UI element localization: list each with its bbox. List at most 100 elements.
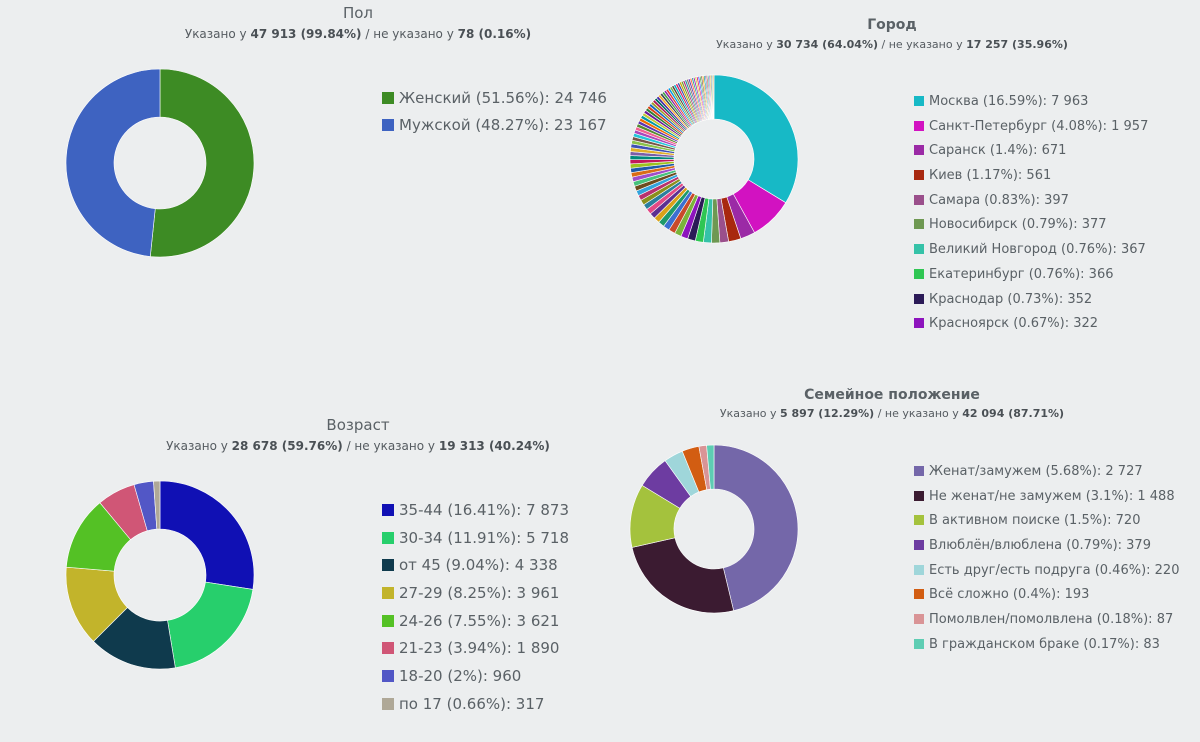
legend-swatch [914, 540, 924, 551]
family-donut-chart [629, 444, 799, 614]
subtitle-specified: 30 734 (64.04%) [776, 38, 879, 51]
legend-swatch [914, 145, 924, 156]
legend-item[interactable]: Великий Новгород (0.76%): 367 [914, 240, 1148, 265]
legend-swatch [914, 638, 924, 649]
gender-donut-chart [65, 68, 255, 258]
subtitle-prefix: Указано у [716, 38, 773, 51]
legend-label: Женат/замужем (5.68%): 2 727 [929, 464, 1143, 479]
legend-swatch [914, 614, 924, 625]
legend-item[interactable]: Не женат/не замужем (3.1%): 1 488 [914, 487, 1179, 512]
pie-slice[interactable] [713, 74, 799, 204]
legend-label: 27-29 (8.25%): 3 961 [399, 584, 560, 603]
legend-item[interactable]: Женский (51.56%): 24 746 [382, 88, 607, 115]
pie-slice[interactable] [65, 68, 161, 257]
legend-item[interactable]: Мужской (48.27%): 23 167 [382, 115, 607, 142]
legend-swatch [914, 466, 924, 476]
subtitle-prefix: Указано у [719, 407, 777, 420]
chart-subtitle: Указано у 47 913 (99.84%) / не указано у… [0, 27, 716, 41]
pie-slice[interactable] [631, 537, 735, 614]
age-legend: 35-44 (16.41%): 7 873 30-34 (11.91%): 5 7… [382, 500, 569, 722]
pie-slice[interactable] [159, 480, 255, 590]
legend-label: от 45 (9.04%): 4 338 [399, 556, 558, 575]
pie-slice[interactable] [712, 74, 715, 120]
chart-title: Возраст [326, 416, 390, 434]
legend-item[interactable]: Краснодар (0.73%): 352 [914, 290, 1148, 315]
legend-swatch [914, 490, 924, 501]
pie-slice[interactable] [153, 480, 161, 530]
subtitle-prefix: Указано у [184, 27, 247, 41]
subtitle-specified: 47 913 (99.84%) [250, 27, 362, 41]
legend-label: Красноярск (0.67%): 322 [929, 316, 1099, 332]
pie-slice[interactable] [706, 444, 715, 490]
legend-item[interactable]: Саранск (1.4%): 671 [914, 141, 1148, 166]
legend-swatch [382, 697, 394, 710]
subtitle-unspecified: 78 (0.16%) [457, 27, 532, 41]
legend-swatch [382, 670, 394, 683]
legend-item[interactable]: Санкт-Петербург (4.08%): 1 957 [914, 117, 1148, 142]
pie-slice[interactable] [167, 581, 254, 669]
legend-label: Самара (0.83%): 397 [929, 192, 1069, 208]
age-donut-chart [65, 480, 255, 670]
legend-swatch [914, 564, 924, 575]
legend-swatch [914, 515, 924, 526]
legend-label: Киев (1.17%): 561 [929, 168, 1052, 184]
pie-slice[interactable] [149, 68, 255, 258]
legend-swatch [382, 119, 394, 131]
legend-item[interactable]: Киев (1.17%): 561 [914, 166, 1148, 191]
legend-item[interactable]: от 45 (9.04%): 4 338 [382, 555, 569, 583]
legend-item[interactable]: по 17 (0.66%): 317 [382, 694, 569, 722]
legend-item[interactable]: 18-20 (2%): 960 [382, 666, 569, 694]
pie-slice[interactable] [713, 444, 799, 612]
legend-item[interactable]: Екатеринбург (0.76%): 366 [914, 265, 1148, 290]
legend-item[interactable]: В гражданском браке (0.17%): 83 [914, 635, 1179, 660]
legend-item[interactable]: В активном поиске (1.5%): 720 [914, 511, 1179, 536]
legend-swatch [382, 92, 394, 104]
legend-item[interactable]: Помолвлен/помолвлена (0.18%): 87 [914, 610, 1179, 635]
legend-label: 35-44 (16.41%): 7 873 [399, 501, 570, 519]
legend-label: Великий Новгород (0.76%): 367 [929, 242, 1146, 258]
legend-label: Мужской (48.27%): 23 167 [399, 116, 607, 134]
legend-item[interactable]: Влюблён/влюблена (0.79%): 379 [914, 536, 1179, 561]
subtitle-middle: / не указано у [877, 407, 959, 420]
legend-item[interactable]: Есть друг/есть подруга (0.46%): 220 [914, 561, 1179, 586]
city-legend: Москва (16.59%): 7 963 Санкт-Петербург (4… [914, 92, 1148, 339]
chart-subtitle: Указано у 5 897 (12.29%) / не указано у … [592, 407, 1192, 420]
legend-swatch [382, 614, 394, 627]
subtitle-prefix: Указано у [166, 439, 228, 453]
legend-item[interactable]: 30-34 (11.91%): 5 718 [382, 528, 569, 556]
chart-subtitle: Указано у 30 734 (64.04%) / не указано у… [592, 38, 1192, 51]
legend-item[interactable]: Женат/замужем (5.68%): 2 727 [914, 462, 1179, 487]
legend-label: 24-26 (7.55%): 3 621 [399, 611, 560, 630]
chart-title: Семейное положение [804, 387, 980, 403]
family-legend: Женат/замужем (5.68%): 2 727 Не женат/не … [914, 462, 1179, 660]
legend-item[interactable]: 27-29 (8.25%): 3 961 [382, 583, 569, 611]
chart-subtitle: Указано у 28 678 (59.76%) / не указано у… [0, 439, 716, 453]
legend-label: Москва (16.59%): 7 963 [929, 94, 1089, 109]
subtitle-unspecified: 17 257 (35.96%) [966, 38, 1068, 51]
chart-title: Город [867, 17, 917, 33]
legend-swatch [382, 559, 394, 572]
legend-item[interactable]: 24-26 (7.55%): 3 621 [382, 611, 569, 639]
subtitle-unspecified: 19 313 (40.24%) [438, 439, 550, 453]
legend-item[interactable]: Новосибирск (0.79%): 377 [914, 215, 1148, 240]
legend-swatch [914, 318, 924, 329]
legend-label: Новосибирск (0.79%): 377 [929, 217, 1107, 233]
legend-item[interactable]: 35-44 (16.41%): 7 873 [382, 500, 569, 528]
legend-swatch [914, 219, 924, 230]
legend-label: В активном поиске (1.5%): 720 [929, 513, 1141, 529]
legend-item[interactable]: Самара (0.83%): 397 [914, 191, 1148, 216]
legend-swatch [382, 531, 394, 544]
legend-label: Есть друг/есть подруга (0.46%): 220 [929, 562, 1180, 578]
subtitle-middle: / не указано у [346, 439, 436, 453]
legend-item[interactable]: Всё сложно (0.4%): 193 [914, 585, 1179, 610]
legend-label: Краснодар (0.73%): 352 [929, 291, 1093, 307]
legend-swatch [914, 194, 924, 205]
subtitle-middle: / не указано у [881, 38, 963, 51]
chart-title: Пол [342, 4, 374, 22]
legend-item[interactable]: 21-23 (3.94%): 1 890 [382, 638, 569, 666]
city-donut-chart [629, 74, 799, 244]
legend-item[interactable]: Красноярск (0.67%): 322 [914, 314, 1148, 339]
subtitle-unspecified: 42 094 (87.71%) [962, 407, 1065, 420]
legend-item[interactable]: Москва (16.59%): 7 963 [914, 92, 1148, 117]
legend-label: Санкт-Петербург (4.08%): 1 957 [929, 118, 1149, 134]
